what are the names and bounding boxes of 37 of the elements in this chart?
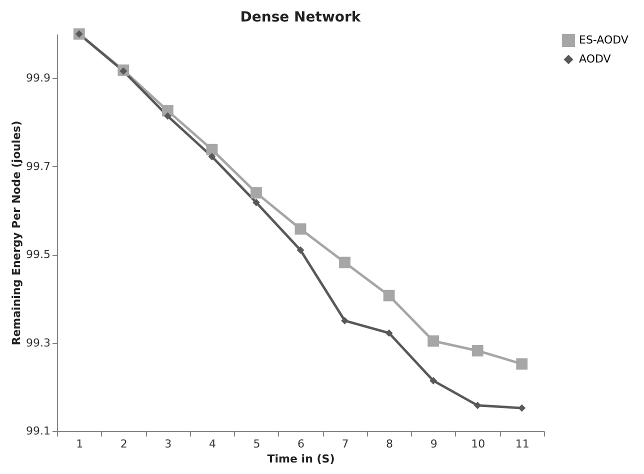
y-tick-label: 99.5 (26, 248, 50, 262)
point (518, 404, 526, 412)
point (250, 187, 262, 198)
point (208, 152, 216, 160)
x-axis-title: Time in (S) (267, 452, 335, 466)
y-axis-title: Remaining Energy Per Node (joules) (10, 120, 24, 346)
x-tick-label: 10 (471, 438, 486, 450)
point (164, 112, 172, 120)
legend-label: ES-AODV (579, 34, 629, 46)
point (341, 317, 348, 324)
point (516, 358, 528, 370)
point (430, 377, 438, 384)
chart-title: Dense Network (240, 9, 362, 26)
x-tick-label: 3 (164, 438, 172, 450)
point (339, 256, 350, 268)
x-tick-label: 7 (342, 438, 349, 450)
y-tick-label: 99.3 (26, 336, 50, 350)
x-tick-label: 9 (430, 438, 438, 450)
point (428, 335, 440, 347)
point (294, 223, 306, 235)
point (385, 329, 393, 337)
legend-label: AODV (579, 52, 612, 66)
x-tick-label: 5 (253, 438, 260, 450)
x-tick-label: 6 (298, 438, 304, 450)
x-tick-label: 4 (208, 438, 216, 450)
point (474, 402, 482, 410)
y-tick-label: 99.1 (26, 424, 50, 438)
y-tick-label: 99.7 (26, 160, 50, 173)
point (206, 144, 218, 156)
x-tick-label: 11 (515, 438, 530, 450)
x-tick-label: 8 (386, 438, 394, 450)
x-tick-label: 2 (120, 438, 128, 450)
point (383, 290, 395, 302)
x-tick-label: 1 (76, 438, 84, 450)
point (296, 246, 304, 254)
y-tick-label: 99.9 (26, 72, 50, 85)
point (472, 345, 484, 356)
